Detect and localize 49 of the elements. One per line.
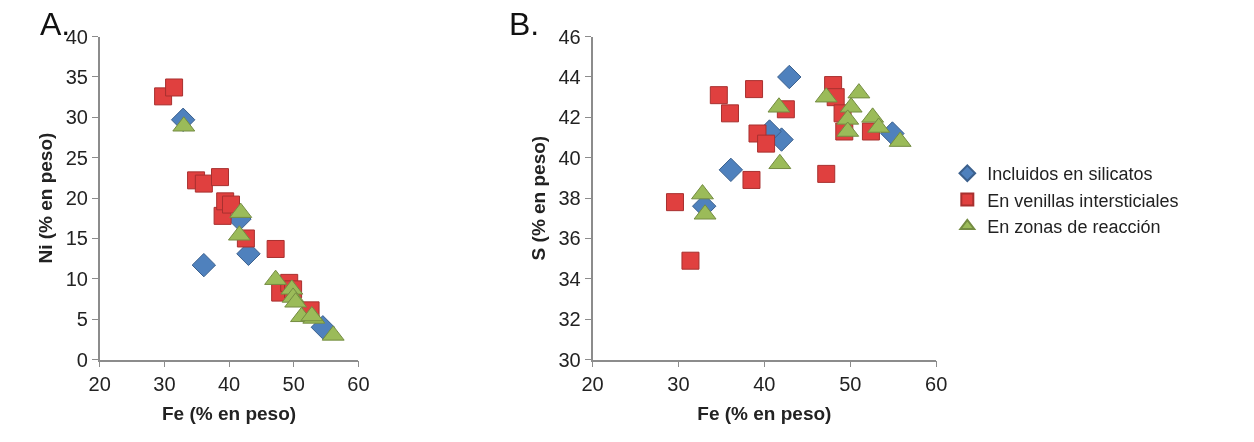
y-tick-label: 0 [76, 348, 88, 371]
point [266, 239, 285, 258]
x-tick-label: 40 [753, 373, 776, 396]
x-tick-label: 30 [667, 373, 690, 396]
y-tick-label: 44 [558, 65, 581, 88]
y-tick-label: 40 [558, 146, 581, 169]
y-tick-label: 20 [65, 187, 88, 210]
y-tick-label: 35 [65, 65, 88, 88]
y-tick-label: 36 [558, 227, 581, 250]
y-axis-title: Ni (% en peso) [35, 132, 57, 264]
y-tick-label: 32 [558, 308, 581, 331]
point [742, 170, 761, 189]
x-tick-label: 50 [282, 373, 305, 396]
point [191, 252, 217, 278]
point [718, 157, 744, 183]
legend-label: Incluidos en silicatos [987, 164, 1153, 185]
point [757, 134, 776, 153]
y-tick-label: 10 [65, 267, 88, 290]
point [745, 80, 764, 99]
y-tick-label: 30 [558, 348, 581, 371]
x-tick-label: 30 [153, 373, 176, 396]
y-tick-label: 15 [65, 227, 88, 250]
x-axis-title: Fe (% en peso) [162, 402, 297, 424]
y-tick-label: 25 [65, 146, 88, 169]
point [681, 251, 700, 270]
chart-title: B. [509, 6, 540, 42]
point [777, 64, 802, 90]
point [211, 168, 229, 187]
y-tick-label: 46 [558, 25, 581, 48]
x-tick-label: 40 [217, 373, 241, 396]
y-axis-title: S (% en peso) [527, 135, 549, 261]
point [165, 78, 184, 97]
point [720, 104, 739, 123]
y-tick-label: 38 [558, 187, 581, 210]
point [194, 174, 213, 193]
x-tick-label: 50 [839, 373, 862, 396]
y-tick-label: 42 [558, 106, 581, 129]
point [709, 86, 728, 105]
x-axis-title: Fe (% en peso) [697, 402, 832, 424]
x-tick-label: 20 [581, 373, 604, 396]
y-tick-label: 34 [558, 267, 581, 290]
y-tick-label: 30 [65, 106, 88, 129]
x-tick-label: 60 [347, 373, 370, 396]
point [665, 193, 684, 212]
x-tick-label: 60 [925, 373, 948, 396]
point [817, 164, 836, 183]
legend-label: En venillas intersticiales [987, 190, 1179, 211]
y-tick-label: 5 [76, 308, 88, 331]
legend-label: En zonas de reacción [987, 217, 1161, 238]
